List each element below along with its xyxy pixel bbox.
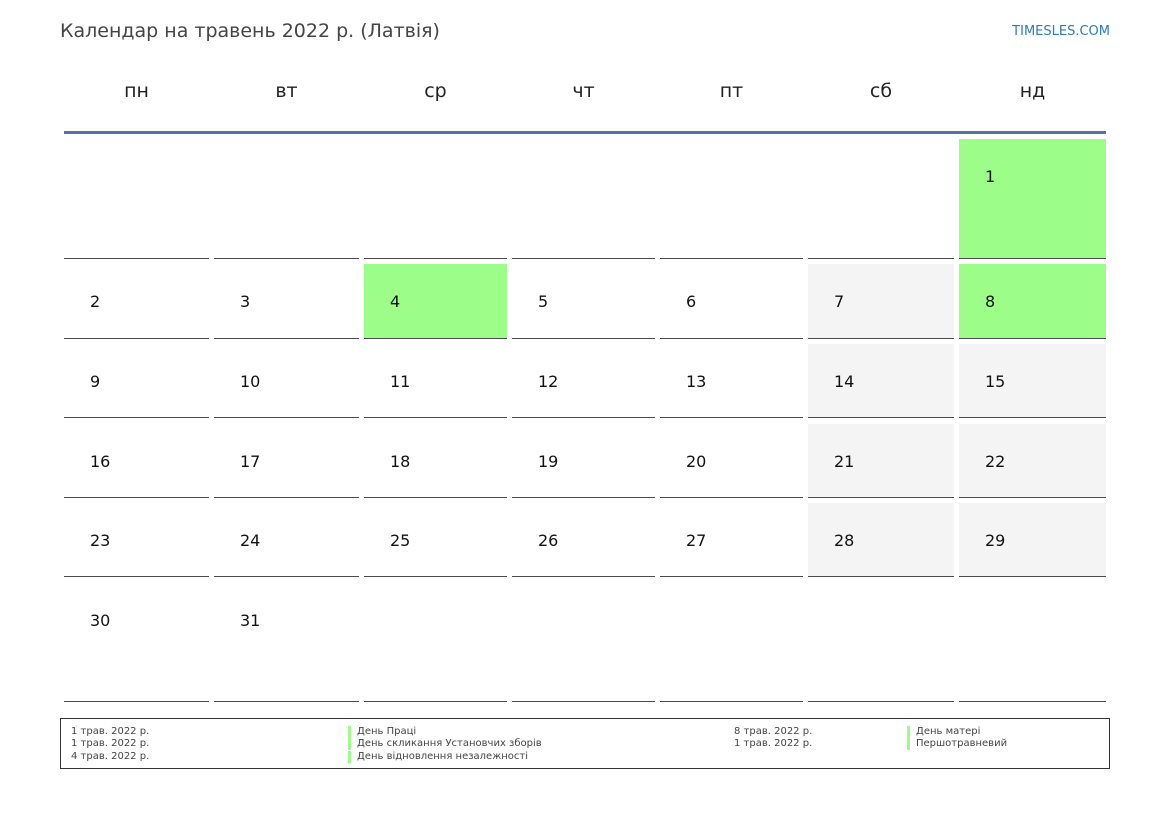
day-number: 20 — [686, 452, 707, 471]
day-number: 6 — [686, 292, 697, 311]
legend-date: 1 трав. 2022 р. — [734, 738, 813, 749]
page-title: Календар на травень 2022 р. (Латвія) — [60, 20, 440, 42]
day-number: 13 — [686, 372, 707, 391]
day-number: 12 — [538, 372, 559, 391]
empty-day-cell — [660, 583, 803, 702]
weekday-header: сб — [869, 80, 893, 102]
legend-holiday-name: День Праці — [348, 726, 416, 738]
day-number: 21 — [834, 452, 855, 471]
legend-date: 4 трав. 2022 р. — [71, 751, 150, 762]
day-cell[interactable]: 2 — [64, 264, 209, 339]
day-number: 1 — [985, 167, 996, 186]
empty-day-cell — [808, 583, 954, 702]
day-cell[interactable]: 7 — [808, 264, 954, 339]
day-cell[interactable]: 11 — [364, 344, 507, 418]
empty-day-cell — [512, 583, 655, 702]
day-cell[interactable]: 9 — [64, 344, 209, 418]
day-cell[interactable]: 12 — [512, 344, 655, 418]
day-number: 17 — [240, 452, 261, 471]
day-number: 28 — [834, 531, 855, 550]
day-cell[interactable]: 14 — [808, 344, 954, 418]
day-number: 29 — [985, 531, 1006, 550]
holiday-legend: 1 трав. 2022 р. День Праці 1 трав. 2022 р.… — [60, 718, 1110, 769]
weekday-header: вт — [275, 80, 298, 102]
legend-holiday-name: День матері — [907, 726, 980, 738]
empty-day-cell — [214, 139, 359, 259]
day-cell[interactable]: 15 — [959, 344, 1106, 418]
day-number: 24 — [240, 531, 261, 550]
day-cell[interactable]: 16 — [64, 424, 209, 498]
weekday-header-row: пн вт ср чт пт сб нд — [63, 80, 1106, 120]
day-cell[interactable]: 10 — [214, 344, 359, 418]
day-cell[interactable]: 23 — [64, 503, 209, 577]
day-number: 10 — [240, 372, 261, 391]
day-cell[interactable]: 19 — [512, 424, 655, 498]
day-number: 8 — [985, 292, 996, 311]
empty-day-cell — [512, 139, 655, 259]
day-cell[interactable]: 17 — [214, 424, 359, 498]
weekday-header: ср — [424, 80, 447, 102]
day-number: 9 — [90, 372, 101, 391]
day-number: 3 — [240, 292, 251, 311]
day-number: 23 — [90, 531, 111, 550]
day-number: 11 — [390, 372, 411, 391]
day-cell[interactable]: 25 — [364, 503, 507, 577]
day-number: 30 — [90, 611, 111, 630]
empty-day-cell — [364, 139, 507, 259]
empty-day-cell — [660, 139, 803, 259]
day-cell[interactable]: 29 — [959, 503, 1106, 577]
day-cell[interactable]: 3 — [214, 264, 359, 339]
day-number: 31 — [240, 611, 261, 630]
day-cell[interactable]: 20 — [660, 424, 803, 498]
day-cell[interactable]: 8 — [959, 264, 1106, 339]
day-cell[interactable]: 27 — [660, 503, 803, 577]
day-cell[interactable]: 26 — [512, 503, 655, 577]
weekday-header: пн — [124, 80, 149, 102]
day-number: 14 — [834, 372, 855, 391]
day-number: 25 — [390, 531, 411, 550]
day-cell[interactable]: 5 — [512, 264, 655, 339]
day-number: 18 — [390, 452, 411, 471]
day-number: 5 — [538, 292, 549, 311]
day-cell[interactable]: 24 — [214, 503, 359, 577]
day-number: 2 — [90, 292, 101, 311]
day-number: 27 — [686, 531, 707, 550]
day-cell[interactable]: 28 — [808, 503, 954, 577]
day-number: 22 — [985, 452, 1006, 471]
day-cell[interactable]: 4 — [364, 264, 507, 339]
day-number: 26 — [538, 531, 559, 550]
day-cell[interactable]: 22 — [959, 424, 1106, 498]
day-cell[interactable]: 6 — [660, 264, 803, 339]
day-number: 15 — [985, 372, 1006, 391]
day-number: 4 — [390, 292, 401, 311]
legend-holiday-name: День скликання Установчих зборів — [348, 738, 542, 750]
day-cell[interactable]: 13 — [660, 344, 803, 418]
day-cell[interactable]: 18 — [364, 424, 507, 498]
empty-day-cell — [808, 139, 954, 259]
weekday-header: чт — [572, 80, 595, 102]
legend-holiday-name: День відновлення незалежності — [348, 751, 528, 763]
legend-date: 1 трав. 2022 р. — [71, 738, 150, 749]
header-divider — [64, 131, 1106, 134]
brand-link[interactable]: TIMESLES.COM — [1012, 24, 1110, 39]
weekday-header: нд — [1019, 80, 1046, 102]
empty-day-cell — [364, 583, 507, 702]
day-cell[interactable]: 21 — [808, 424, 954, 498]
day-number: 7 — [834, 292, 845, 311]
day-cell[interactable]: 30 — [64, 583, 209, 702]
weekday-header: пт — [719, 80, 744, 102]
empty-day-cell — [959, 583, 1106, 702]
day-cell[interactable]: 31 — [214, 583, 359, 702]
legend-holiday-name: Першотравневий — [907, 738, 1007, 750]
legend-date: 8 трав. 2022 р. — [734, 726, 813, 737]
day-number: 19 — [538, 452, 559, 471]
day-cell[interactable]: 1 — [959, 139, 1106, 259]
day-number: 16 — [90, 452, 111, 471]
empty-day-cell — [64, 139, 209, 259]
legend-date: 1 трав. 2022 р. — [71, 726, 150, 737]
